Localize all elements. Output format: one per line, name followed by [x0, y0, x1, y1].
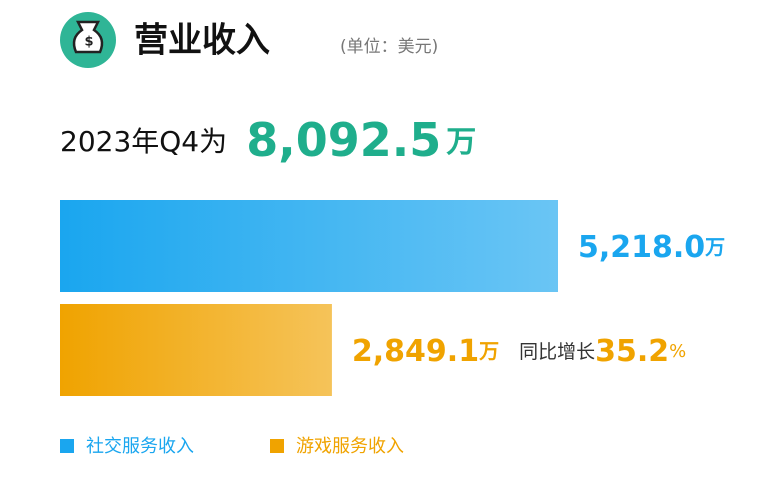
- legend-label: 社交服务收入: [86, 436, 194, 457]
- bar: [60, 304, 332, 396]
- value-label: 2,849.1万 同比增长35.2%: [352, 334, 686, 369]
- growth-label: 同比增长: [519, 341, 595, 363]
- growth-value: 35.2: [595, 334, 669, 369]
- value-label: 5,218.0万: [578, 230, 725, 265]
- legend-swatch: [270, 439, 284, 453]
- value-number: 5,218.0: [578, 230, 705, 265]
- subtitle: (单位：美元): [340, 37, 438, 57]
- legend-swatch: [60, 439, 74, 453]
- svg-text:$: $: [84, 35, 93, 50]
- bar: [60, 200, 558, 292]
- value-number: 2,849.1: [352, 334, 479, 369]
- headline-text: 2023年Q4为: [60, 125, 227, 158]
- total-unit: 万: [446, 125, 476, 160]
- legend-label: 游戏服务收入: [296, 436, 404, 457]
- growth-unit: %: [669, 341, 686, 362]
- title: 营业收入: [134, 21, 270, 61]
- value-unit: 万: [478, 339, 499, 363]
- money-icon: $: [60, 12, 116, 68]
- total-value: 8,092.5: [246, 113, 441, 167]
- value-unit: 万: [704, 235, 725, 259]
- headline: 2023年Q4为 8,092.5 万: [60, 113, 476, 167]
